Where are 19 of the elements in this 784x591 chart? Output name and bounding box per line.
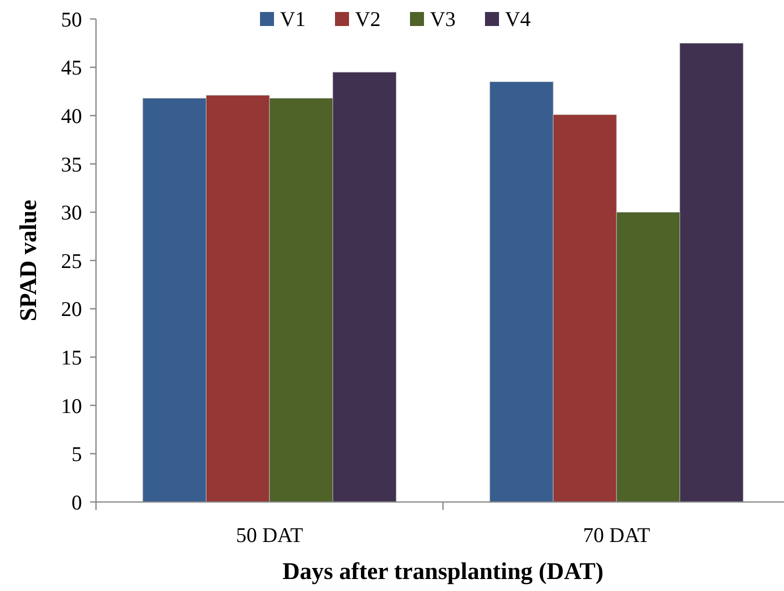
x-tick-label: 70 DAT [582, 523, 650, 547]
y-axis-title: SPAD value [16, 199, 42, 322]
y-tick-label: 50 [61, 7, 82, 32]
legend-label: V1 [280, 7, 306, 31]
y-tick-label: 35 [61, 152, 82, 176]
y-tick-label: 40 [61, 104, 82, 128]
y-tick-label: 10 [61, 394, 82, 418]
y-tick-label: 25 [61, 248, 82, 273]
y-tick-label: 20 [61, 297, 82, 322]
legend-label: V3 [430, 7, 456, 31]
y-tick-label: 0 [72, 490, 82, 514]
y-tick-label: 30 [61, 200, 82, 225]
y-tick-label: 15 [61, 345, 82, 370]
y-tick-label: 5 [72, 442, 82, 466]
x-tick-label: 50 DAT [236, 523, 304, 547]
legend-label: V2 [355, 7, 381, 31]
legend-label: V4 [505, 7, 532, 31]
y-tick-label: 45 [61, 56, 82, 80]
x-axis-title: Days after transplanting (DAT) [282, 559, 604, 585]
